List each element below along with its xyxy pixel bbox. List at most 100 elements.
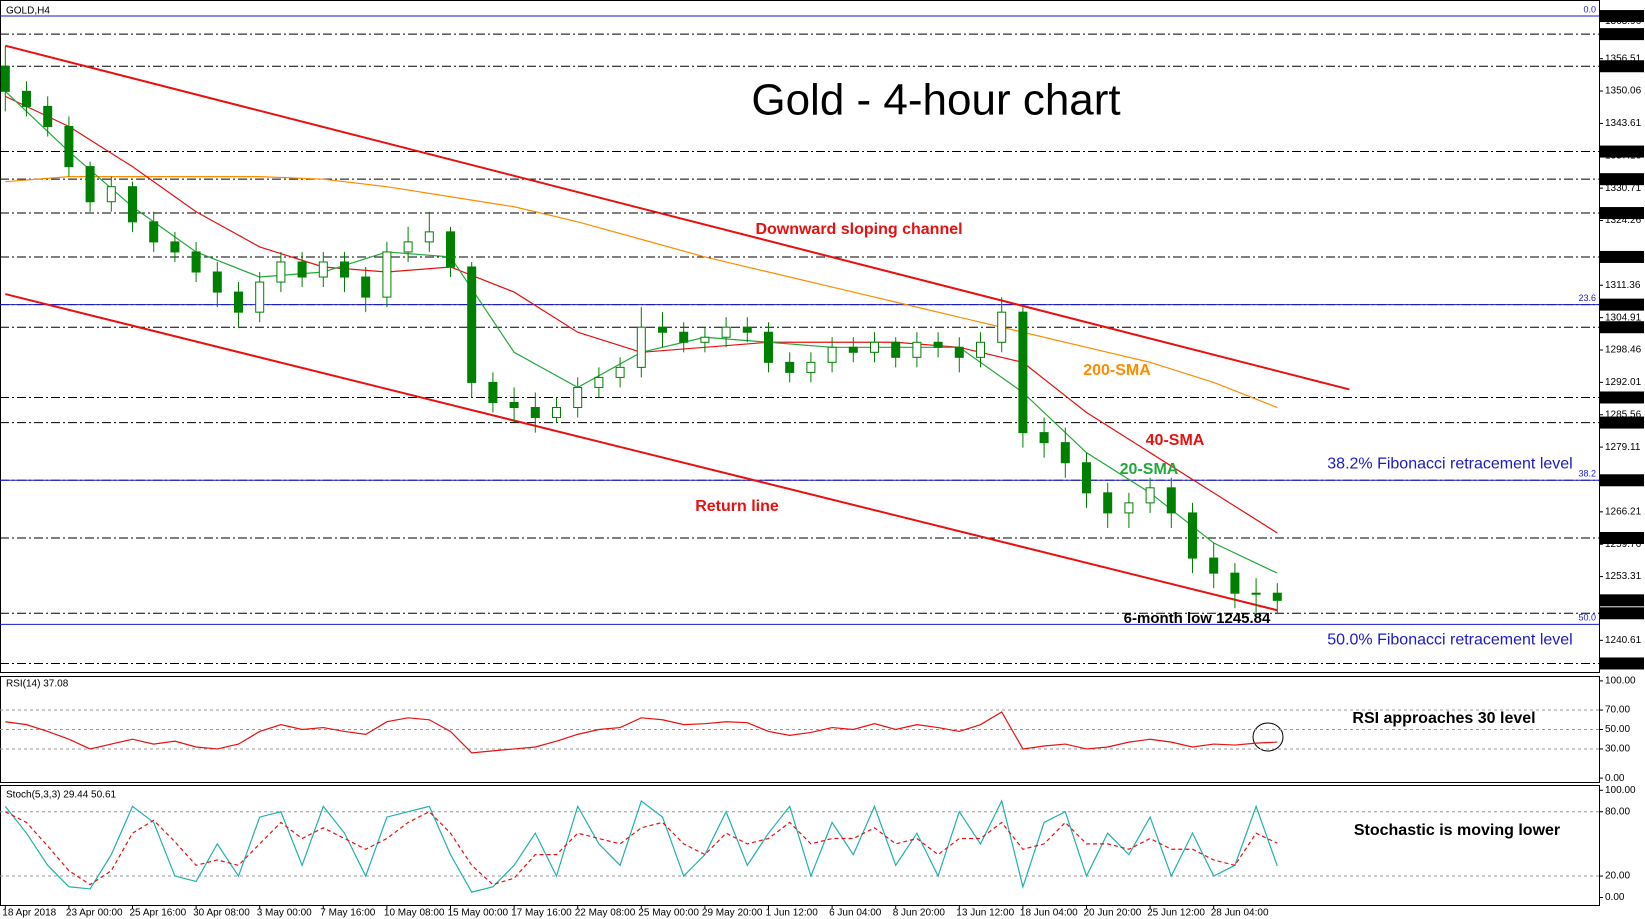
level-label: 1236.00 [1603,658,1640,669]
candle-body [1060,442,1070,464]
candle-body [636,326,646,368]
candle-body [530,407,540,419]
main-panel [0,0,1600,673]
sma-label: 40-SMA [1146,432,1205,449]
level-box [1600,391,1644,404]
candle-body [552,407,561,419]
stoch-panel [0,785,1600,906]
candle-body [742,326,752,333]
candle-body [594,376,604,388]
x-tick-label: 15 May 00:00 [448,908,509,919]
candle-body [191,251,201,273]
y-tick-label: 100.00 [1605,785,1636,796]
return-annotation: Return line [695,498,779,515]
level-label: 1261.00 [1603,533,1640,544]
candle-body [361,276,371,298]
candle-body [43,105,53,127]
candle-body [403,241,413,253]
x-tick-label: 17 May 16:00 [511,908,572,919]
rsi-label: RSI(14) 37.08 [6,679,69,690]
level-box [1600,532,1644,545]
x-tick-label: 30 Apr 08:00 [193,908,250,919]
candle-body [679,331,689,343]
level-box [1600,207,1644,220]
x-tick-label: 1 Jun 12:00 [766,908,819,919]
x-tick-label: 28 Jun 04:00 [1211,908,1269,919]
x-tick-label: 7 May 16:00 [320,908,375,919]
symbol-label: GOLD,H4 [6,6,50,17]
candle-body [1166,487,1176,514]
candle-body [976,341,985,358]
x-tick-label: 23 Apr 00:00 [66,908,123,919]
candle-body [891,341,901,358]
x-tick-label: 3 May 00:00 [257,908,312,919]
candle-body [1103,492,1113,514]
candle-body [340,261,349,278]
candle-body [785,361,795,373]
candle-body [64,125,74,168]
y-tick-label: 80.00 [1605,806,1630,817]
level-label: 1361.40 [1603,29,1640,40]
level-label: 1365.00 [1603,11,1640,22]
candle-body [615,366,625,378]
y-tick-label: 1304.91 [1605,312,1642,323]
candle-body [1124,502,1134,514]
level-box [1600,173,1644,186]
candle-body [85,166,95,203]
candle-body [234,291,243,313]
level-label: 1246.00 [1603,608,1640,619]
candle-body [573,386,583,409]
level-box [1600,607,1644,620]
fib-label: 38.2 [1578,469,1596,479]
candle-body [827,346,837,363]
candle-body [382,251,392,298]
candle-body [870,341,879,353]
candle-body [106,186,116,203]
channel-line [5,293,1278,612]
candle-body [997,311,1007,343]
candle-body [933,341,943,348]
y-tick-label: 1279.11 [1605,442,1641,453]
level-label: 1317.00 [1603,252,1640,263]
candle-body [149,221,159,243]
x-tick-label: 6 Jun 04:00 [829,908,882,919]
level-box [1600,28,1644,41]
y-tick-label: 1285.56 [1605,409,1642,420]
candle-body [1082,462,1091,494]
chart-title: Gold - 4-hour chart [751,76,1120,125]
channel-annotation: Downward sloping channel [755,221,962,238]
y-tick-label: 1356.51 [1605,53,1642,64]
y-tick-label: 1324.26 [1605,215,1642,226]
candle-body [0,65,10,92]
candle-body [1209,557,1219,574]
sma-label: 200-SMA [1083,362,1151,379]
y-tick-label: 1330.71 [1605,183,1642,194]
x-tick-label: 20 Jun 20:00 [1084,908,1142,919]
candle-body [721,326,731,338]
candle-body [446,231,455,268]
candle-body [212,271,222,293]
level-label: 1284.00 [1603,417,1640,428]
y-tick-label: 0.00 [1605,773,1625,784]
rsi-highlight-circle [1252,722,1284,752]
y-tick-label: 1253.31 [1605,571,1642,582]
y-tick-label: 1240.61 [1605,635,1642,646]
x-tick-label: 25 Apr 16:00 [130,908,187,919]
candle-body [22,90,31,107]
candle-body [912,341,922,358]
x-tick-label: 25 May 00:00 [638,908,699,919]
level-box [1600,474,1644,487]
indicator-line [5,810,1278,886]
candle-body [658,326,667,333]
candle-body [128,186,137,223]
candle-body [806,361,816,373]
level-box [1600,145,1644,158]
y-tick-label: 1343.61 [1605,118,1642,129]
y-tick-label: 1259.76 [1605,539,1642,550]
level-box [1600,416,1644,429]
y-tick-label: 1292.01 [1605,377,1642,388]
rsi-annotation: RSI approaches 30 level [1352,710,1535,727]
level-label: 1325.75 [1603,208,1640,219]
x-tick-label: 13 Jun 12:00 [956,908,1014,919]
y-tick-label: 20.00 [1605,871,1630,882]
